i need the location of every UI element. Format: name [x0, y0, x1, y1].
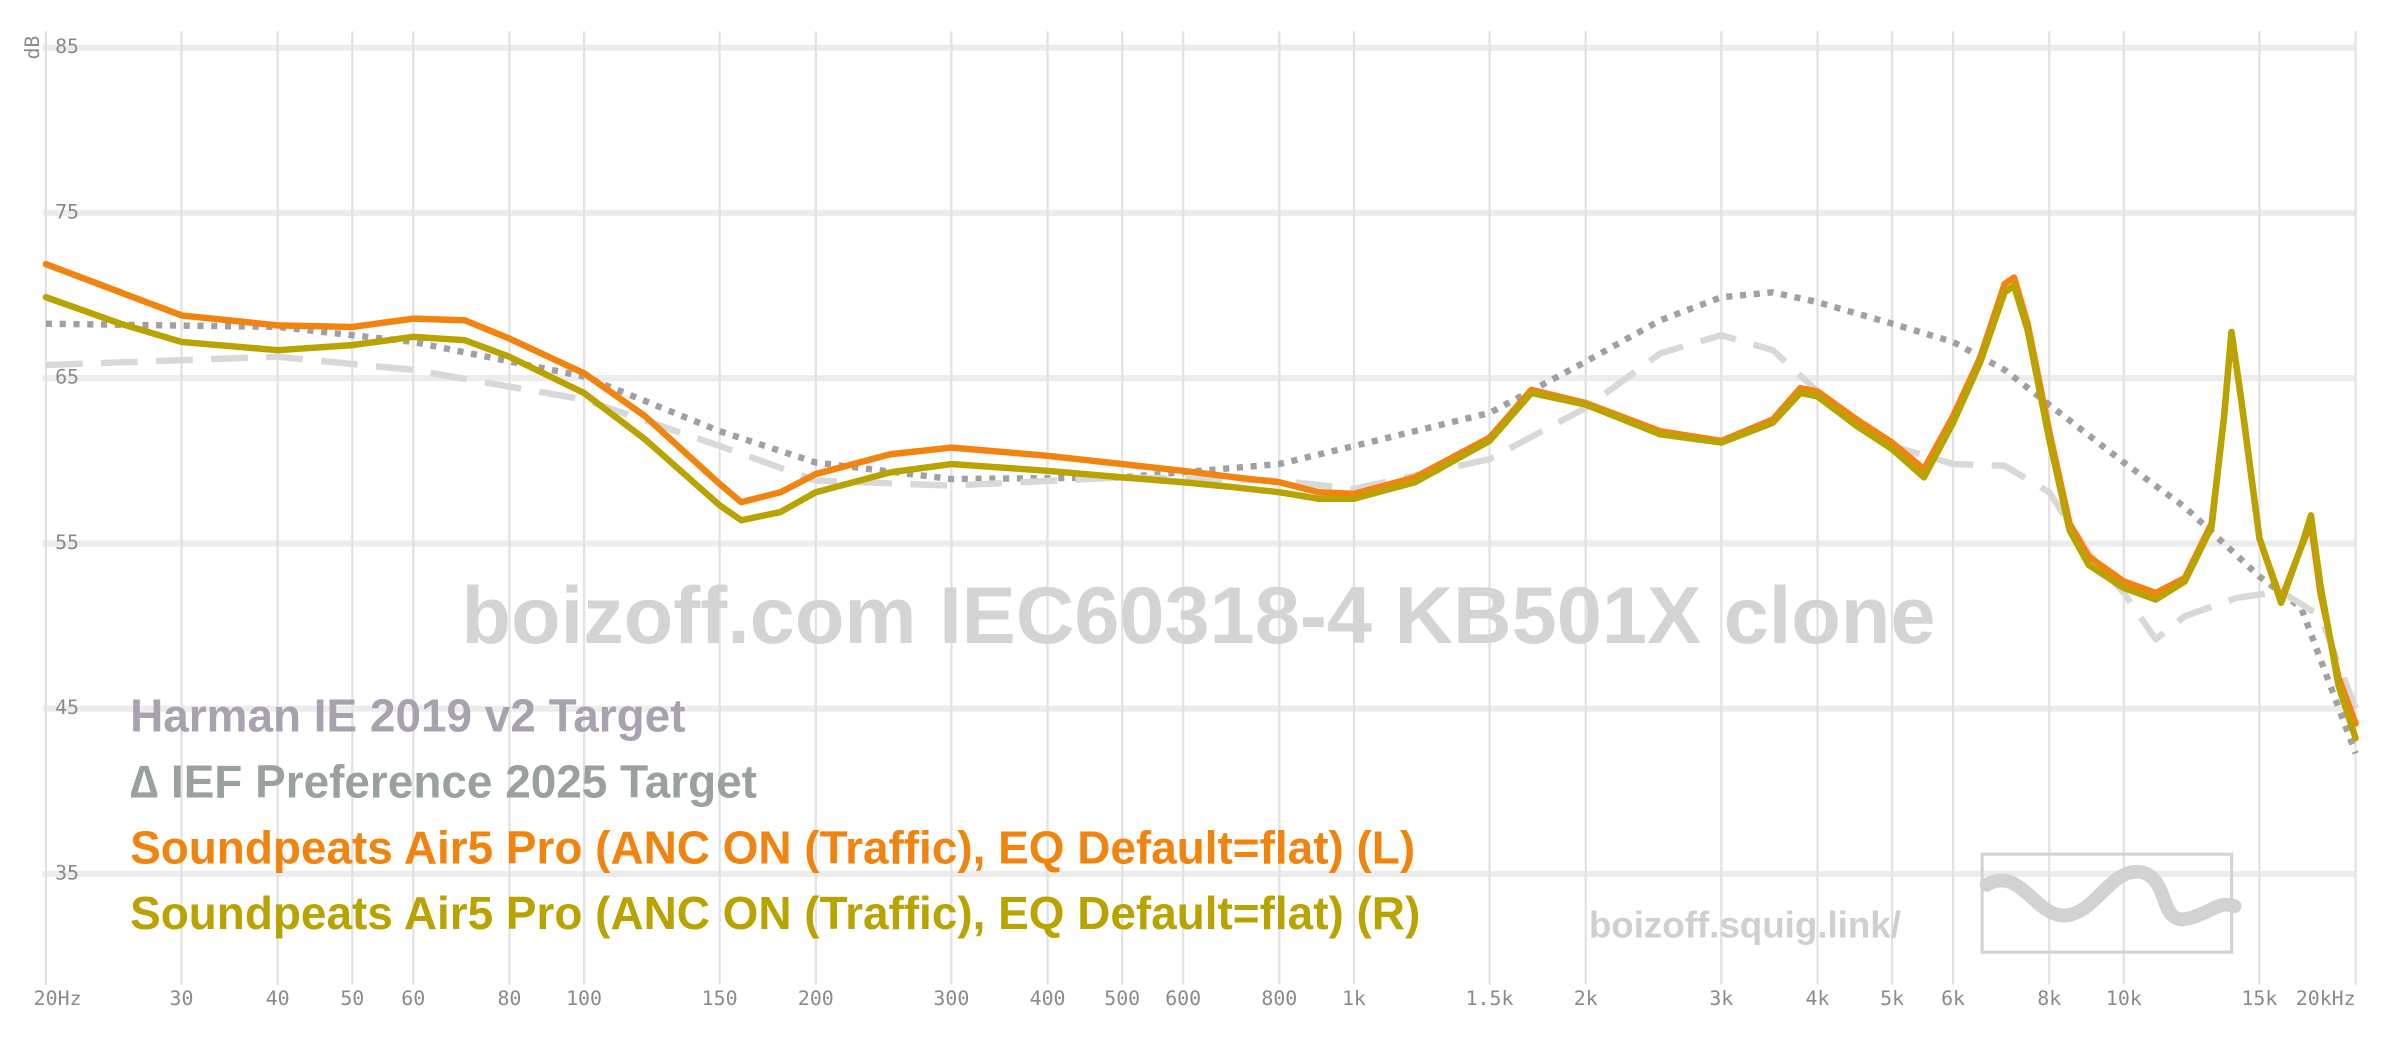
- x-tick-label: 5k: [1880, 987, 1904, 1010]
- watermark: boizoff.com IEC60318-4 KB501X clone: [461, 571, 1935, 661]
- legend-entry: ∆ IEF Preference 2025 Target: [130, 755, 757, 807]
- x-tick-label: 300: [933, 987, 969, 1010]
- y-tick-label: 55: [55, 531, 79, 554]
- x-tick-label: 20Hz: [34, 987, 82, 1010]
- x-tick-label: 6k: [1941, 987, 1965, 1010]
- x-tick-label: 1k: [1342, 987, 1366, 1010]
- x-tick-label: 20kHz: [2296, 987, 2356, 1010]
- x-tick-label: 10k: [2106, 987, 2142, 1010]
- x-tick-label: 3k: [1709, 987, 1733, 1010]
- legend-entry: Soundpeats Air5 Pro (ANC ON (Traffic), E…: [130, 821, 1415, 873]
- x-tick-label: 2k: [1574, 987, 1598, 1010]
- x-tick-label: 30: [170, 987, 194, 1010]
- x-tick-label: 15k: [2241, 987, 2277, 1010]
- logo: [1979, 852, 2242, 954]
- series-line: [42, 282, 2359, 742]
- x-tick-label: 400: [1030, 987, 1066, 1010]
- site-url: boizoff.squig.link/: [1589, 904, 1901, 945]
- legend-entry: Harman IE 2019 v2 Target: [130, 690, 685, 742]
- series-line: [45, 331, 2359, 710]
- logo-frame: [1980, 852, 2234, 954]
- y-tick-label: 65: [55, 366, 79, 389]
- x-tick-label: 1.5k: [1466, 987, 1514, 1010]
- legend: Harman IE 2019 v2 Target ∆ IEF Preference…: [130, 690, 1420, 939]
- y-tick-label: 85: [55, 35, 79, 58]
- x-tick-label: 60: [401, 987, 425, 1010]
- x-tick-label: 40: [266, 987, 290, 1010]
- logo-squiggle: [1979, 864, 2242, 927]
- x-tick-label: 800: [1261, 987, 1297, 1010]
- x-tick-label: 80: [497, 987, 521, 1010]
- series-line: [45, 289, 2359, 755]
- y-tick-label: 35: [55, 861, 79, 884]
- x-tick-label: 100: [566, 987, 602, 1010]
- y-axis-label: dB: [21, 36, 44, 60]
- x-tick-label: 8k: [2037, 987, 2061, 1010]
- grid: 35 45 55 65 75 85 20Hz 30 40 50 60 80 100 150 200 300 40…: [34, 31, 2357, 1010]
- x-tick-label: 500: [1104, 987, 1140, 1010]
- x-tick-label: 50: [340, 987, 364, 1010]
- y-tick-label: 75: [55, 200, 79, 223]
- x-tick-label: 200: [798, 987, 834, 1010]
- legend-entry: Soundpeats Air5 Pro (ANC ON (Traffic), E…: [130, 887, 1420, 939]
- lines: [42, 260, 2359, 755]
- x-tick-label: 150: [702, 987, 738, 1010]
- x-tick-label: 600: [1165, 987, 1201, 1010]
- x-tick-label: 4k: [1806, 987, 1830, 1010]
- y-tick-label: 45: [55, 696, 79, 719]
